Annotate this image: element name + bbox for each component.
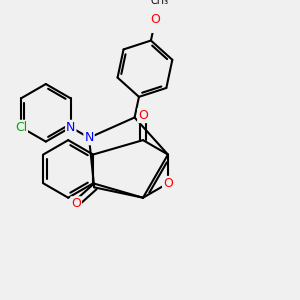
Text: CH₃: CH₃ bbox=[150, 0, 168, 6]
Text: O: O bbox=[151, 13, 160, 26]
Text: O: O bbox=[138, 109, 148, 122]
Text: Cl: Cl bbox=[15, 121, 27, 134]
Text: O: O bbox=[163, 177, 173, 190]
Text: O: O bbox=[71, 197, 81, 210]
Text: N: N bbox=[84, 131, 94, 144]
Text: N: N bbox=[66, 121, 76, 134]
